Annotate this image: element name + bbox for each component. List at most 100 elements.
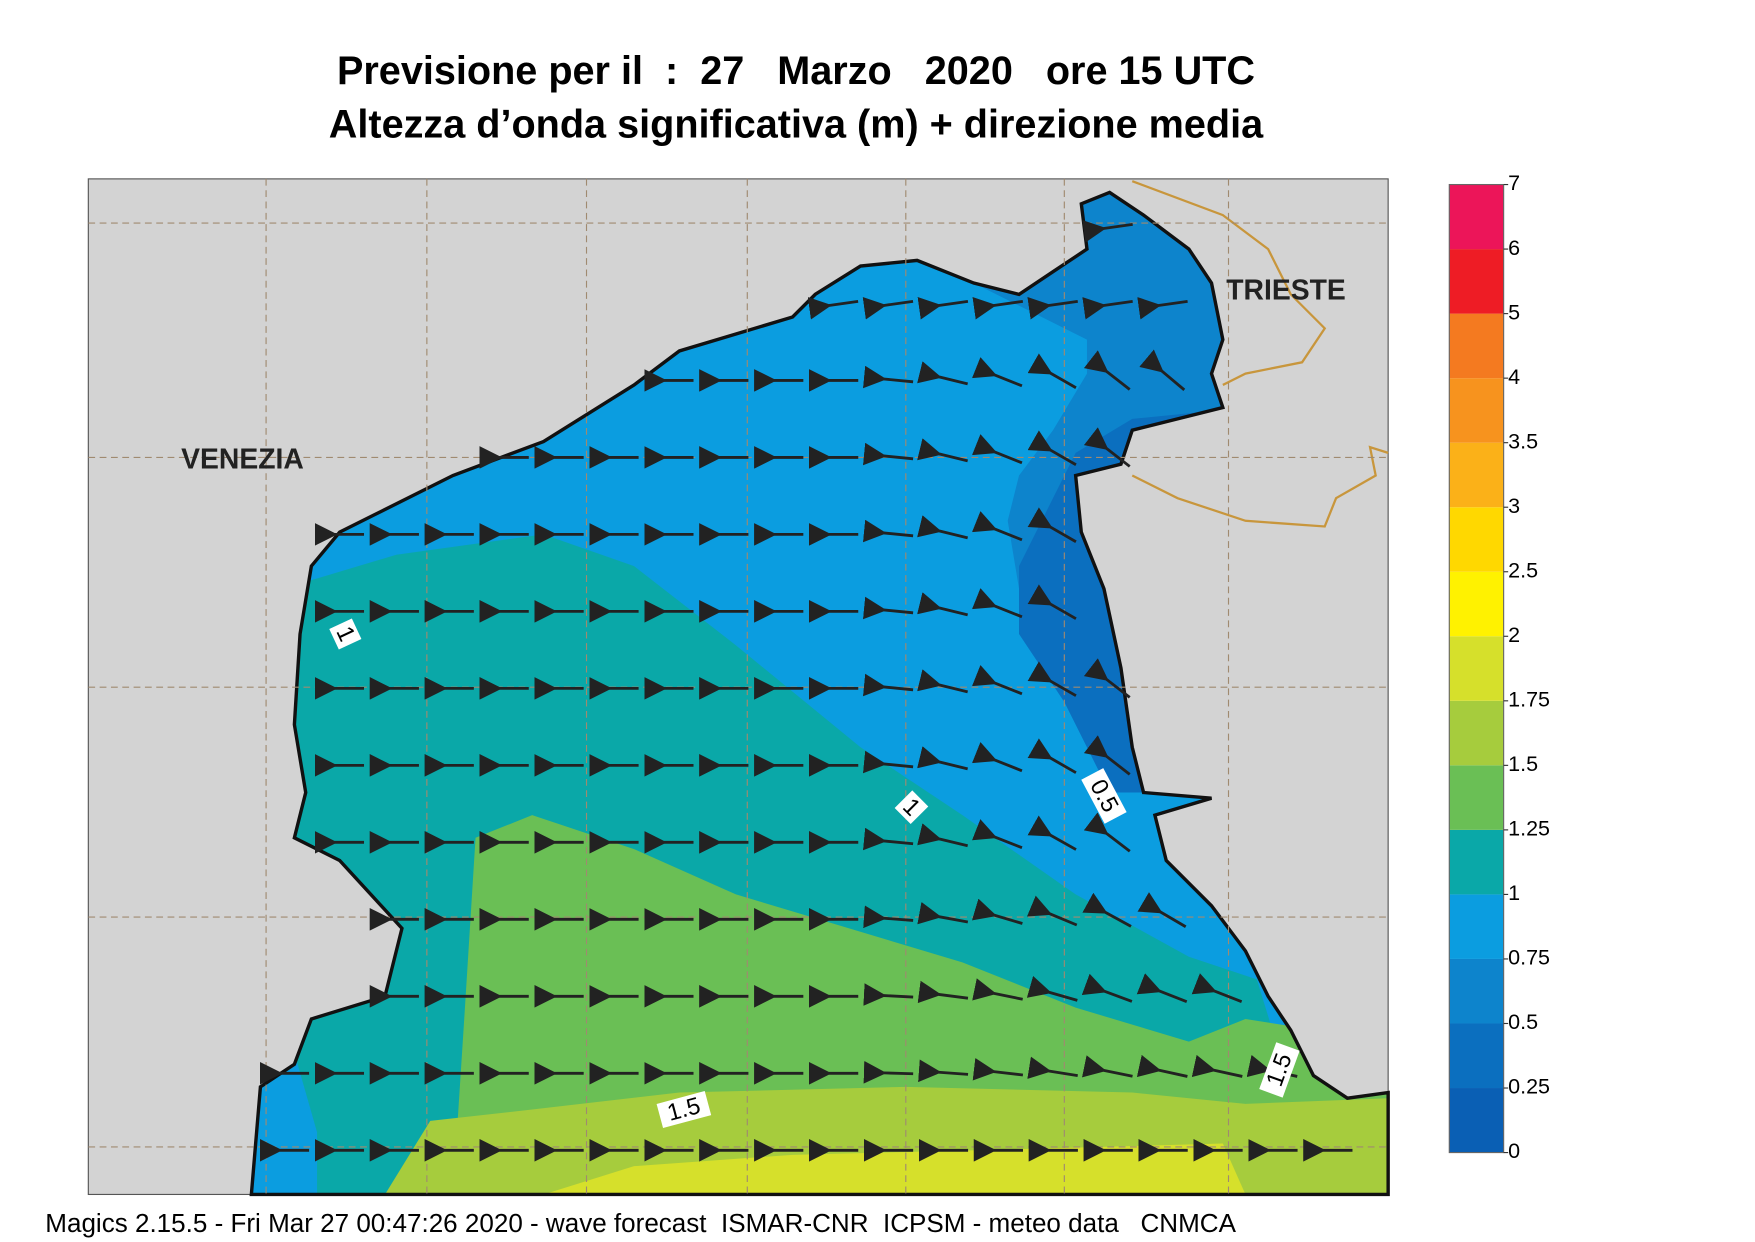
wave-arrow <box>972 978 1023 1001</box>
colorbar-band <box>1449 765 1504 830</box>
wave-arrow <box>1081 1055 1133 1078</box>
wave-arrow <box>972 742 1023 773</box>
wave-arrow <box>862 365 914 389</box>
colorbar-label: 2.5 <box>1508 558 1538 582</box>
wave-arrow <box>863 983 914 1006</box>
wave-arrow <box>1026 895 1078 927</box>
band-175-2 <box>543 1143 1246 1195</box>
wave-arrow <box>971 898 1023 925</box>
colorbar-label: 7 <box>1508 171 1520 195</box>
wave-arrow <box>862 297 914 320</box>
colorbar-label: 5 <box>1508 300 1520 324</box>
colorbar-label: 1.75 <box>1508 688 1550 712</box>
wave-arrow <box>972 357 1023 388</box>
wave-arrow <box>917 823 969 848</box>
colorbar-band <box>1449 958 1504 1024</box>
wave-arrow <box>917 297 969 320</box>
wave-arrow <box>917 901 969 925</box>
wave-arrow <box>862 827 914 851</box>
wave-arrow <box>917 515 968 540</box>
wave-arrow <box>1083 735 1131 776</box>
wave-arrow <box>1027 297 1078 320</box>
colorbar-band <box>1449 700 1504 766</box>
colorbar-band <box>1449 1088 1504 1153</box>
wave-arrow <box>972 588 1023 619</box>
wave-arrow <box>1136 973 1188 1003</box>
wave-arrow <box>1027 661 1077 697</box>
wave-arrow <box>1082 220 1133 243</box>
wave-arrow <box>1027 738 1077 774</box>
colorbar-label: 2 <box>1508 623 1520 647</box>
wave-arrow <box>862 673 914 697</box>
wave-arrow <box>862 442 914 466</box>
colorbar-label: 4 <box>1508 365 1520 389</box>
wave-arrow <box>862 596 914 620</box>
place-label: TRIESTE <box>1226 274 1346 306</box>
border <box>1131 180 1389 528</box>
title: Previsione per il : 27 Marzo 2020 ore 15… <box>337 49 1255 93</box>
wave-arrow <box>1027 507 1077 543</box>
subtitle: Altezza d’onda significativa (m) + direz… <box>329 102 1264 146</box>
contour-label: 1.5 <box>1259 1042 1300 1098</box>
colorbar-band <box>1449 507 1504 572</box>
colorbar-band <box>1449 894 1504 959</box>
colorbar-label: 3.5 <box>1508 429 1538 453</box>
wave-arrow <box>917 980 969 1004</box>
wave-arrow <box>972 511 1023 542</box>
colorbar-label: 0.5 <box>1508 1010 1538 1034</box>
wave-directions <box>259 220 1353 1162</box>
colorbar-frame <box>1448 183 1505 1154</box>
wave-arrow <box>1026 975 1078 1002</box>
wave-arrow <box>1027 430 1077 466</box>
wave-arrow <box>1027 1056 1078 1079</box>
wave-arrow <box>1027 584 1077 620</box>
colorbar-band <box>1449 184 1504 250</box>
contour-label-box <box>1259 1042 1300 1098</box>
colorbar-band <box>1449 829 1504 895</box>
wave-arrow <box>1083 812 1131 853</box>
wave-arrow <box>917 438 968 463</box>
wave-arrow <box>917 592 968 617</box>
wave-arrow <box>863 1060 914 1084</box>
colorbar-band <box>1449 636 1504 701</box>
wave-arrow <box>1027 815 1077 851</box>
wave-arrow <box>917 669 968 694</box>
wave-arrow <box>972 1058 1024 1081</box>
wave-arrow <box>1191 1054 1243 1078</box>
colorbar-label: 0 <box>1508 1139 1520 1163</box>
colorbar-label: 0.75 <box>1508 946 1550 970</box>
wave-arrow <box>1137 297 1188 320</box>
wave-arrow <box>1083 658 1131 699</box>
wave-arrow <box>862 519 914 543</box>
wave-arrow <box>1137 892 1187 928</box>
wave-arrow <box>1081 973 1133 1003</box>
place-label: VENEZIA <box>181 442 304 474</box>
wave-arrow <box>1191 973 1243 1003</box>
wave-arrow <box>1136 1054 1188 1078</box>
colorbar-label: 1.25 <box>1508 817 1550 841</box>
wave-arrow <box>1082 297 1133 320</box>
contour-label-box <box>329 618 362 650</box>
colorbar-band <box>1449 571 1504 637</box>
colorbar-band <box>1449 1023 1504 1089</box>
contour-label: 1 <box>329 618 362 650</box>
colorbar-band <box>1449 313 1504 379</box>
wave-arrow <box>972 297 1024 320</box>
colorbar-label: 1.5 <box>1508 752 1538 776</box>
colorbar-label: 1 <box>1508 881 1520 905</box>
colorbar-label: 3 <box>1508 494 1520 518</box>
wave-arrow <box>862 750 914 774</box>
colorbar-label: 0.25 <box>1508 1075 1550 1099</box>
footer: Magics 2.15.5 - Fri Mar 27 00:47:26 2020… <box>45 1208 1236 1238</box>
wave-arrow <box>807 297 859 320</box>
wave-arrow <box>1082 892 1132 928</box>
colorbar-band <box>1449 249 1504 314</box>
wave-arrow <box>1083 350 1131 391</box>
wave-arrow <box>1139 349 1186 391</box>
wave-arrow <box>917 361 968 386</box>
contour-label-box <box>894 790 929 825</box>
contour-label: 1.5 <box>656 1091 712 1129</box>
wave-arrow <box>971 819 1023 850</box>
